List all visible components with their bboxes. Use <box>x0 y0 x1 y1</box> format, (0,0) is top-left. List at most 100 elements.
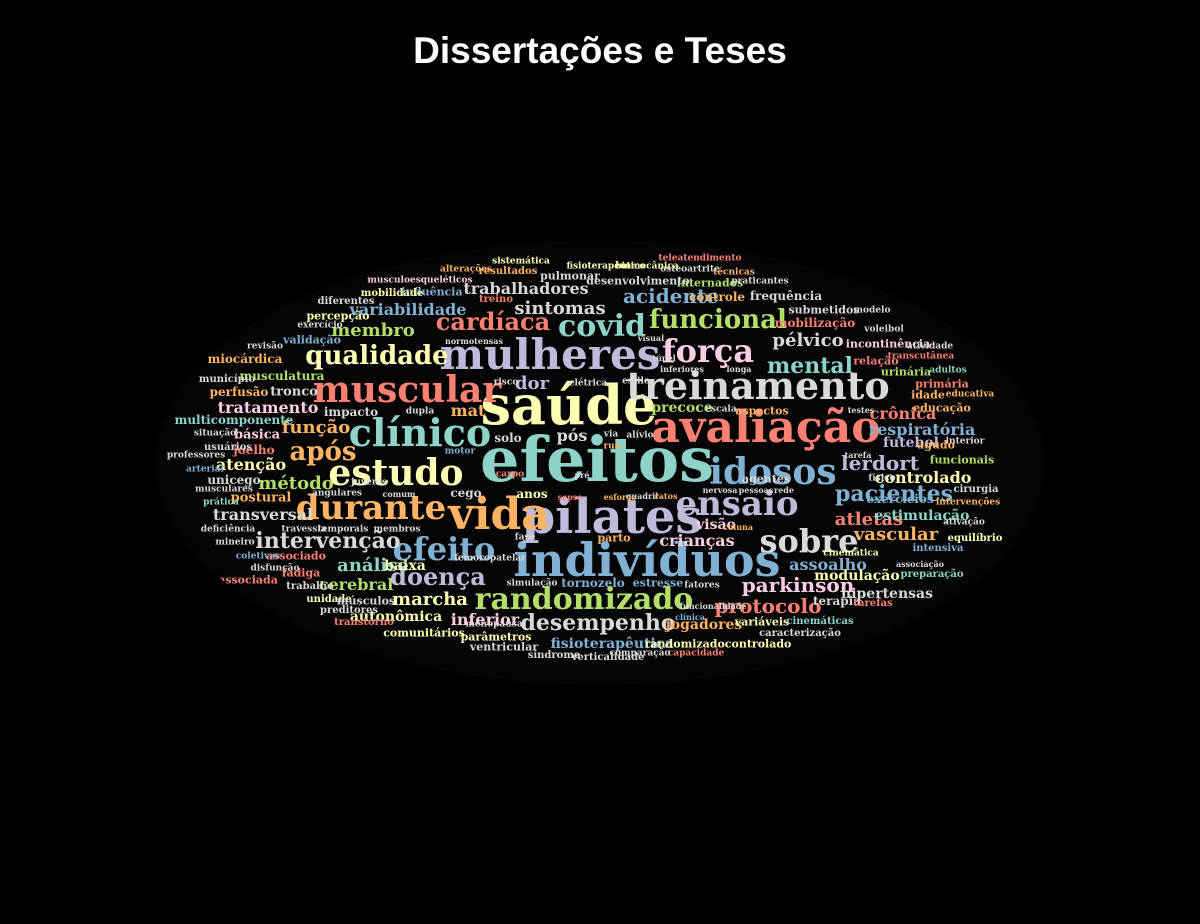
word-cloud-word: membro <box>331 320 415 341</box>
word-cloud-word: esforço <box>603 492 637 502</box>
word-cloud-word: comum <box>382 489 416 499</box>
page-title: Dissertações e Teses <box>413 30 787 71</box>
word-cloud-word: osteoartrite <box>660 264 720 275</box>
word-cloud-word: escala <box>705 404 737 415</box>
word-cloud-word: femoropatelar <box>454 553 526 564</box>
word-cloud-word: cardíaca <box>435 307 551 336</box>
word-cloud-word: pessoas <box>738 485 774 495</box>
word-cloud-word: ventricular <box>469 640 539 654</box>
word-cloud-word: preparação <box>900 569 964 580</box>
word-cloud-word: carpo <box>495 469 525 480</box>
word-cloud-word: interior <box>945 436 985 447</box>
word-cloud-word: treinamento <box>626 363 890 408</box>
word-cloud-word: básica <box>233 427 281 443</box>
word-cloud-word: parto <box>597 531 631 545</box>
word-cloud-word: pélvico <box>772 330 844 351</box>
word-cloud-word: joelho <box>233 443 275 457</box>
word-cloud-word: incontinência <box>845 337 931 351</box>
word-cloud-word: anos <box>516 487 548 501</box>
word-cloud-word: terapia <box>813 594 861 608</box>
word-cloud-word: indivíduos <box>513 533 781 587</box>
word-cloud-word: controle <box>688 290 746 304</box>
word-cloud-word: coluna <box>722 522 754 532</box>
word-cloud-word: inferiores <box>660 364 704 374</box>
word-cloud-word: validação <box>283 333 341 347</box>
word-cloud-word: quadril <box>625 491 659 501</box>
word-cloud-word: submetidos <box>788 303 860 317</box>
word-cloud-word: funcional <box>649 305 787 335</box>
word-cloud-word: trabalho <box>286 581 334 592</box>
word-cloud-word: baixa <box>384 558 426 574</box>
word-cloud-word: internados <box>676 276 744 290</box>
word-cloud-word: método <box>258 473 334 494</box>
word-cloud-word: cinemática <box>823 548 879 559</box>
word-cloud-word: mineiro <box>215 537 255 548</box>
word-cloud-word: temporais <box>317 524 369 535</box>
word-cloud-word: comparação <box>609 648 671 659</box>
word-cloud-word: tarefa <box>844 450 872 460</box>
word-cloud-word: mobilização <box>774 316 856 330</box>
word-cloud-word: protocolo <box>714 594 822 618</box>
word-cloud-word: vida <box>448 489 550 540</box>
word-cloud-word: tornozelo <box>561 576 625 590</box>
word-cloud-word: visual <box>637 333 665 343</box>
word-cloud-word: músculos <box>336 594 396 608</box>
word-cloud-word: longa <box>726 364 752 374</box>
word-cloud-word: associado <box>266 549 326 563</box>
word-cloud-word: intensiva <box>912 543 964 554</box>
word-cloud-word: primária <box>915 377 969 391</box>
word-cloud-word: praticantes <box>731 276 789 287</box>
word-cloud-word: físico <box>868 473 896 484</box>
word-cloud-word: menopausa <box>465 619 523 630</box>
word-cloud: efeitos saúde indivíduos pilates avaliação mu… <box>155 240 1045 685</box>
word-cloud-word: efeito <box>392 530 496 568</box>
word-cloud-word: musculoesqueléticos <box>367 275 473 286</box>
word-cloud-word: rede <box>774 485 794 495</box>
word-cloud-word: sobre <box>759 522 859 560</box>
word-cloud-word: tarefas <box>853 598 893 609</box>
word-cloud-word: transtorno <box>334 617 394 628</box>
word-cloud-word: controlado <box>874 468 972 487</box>
word-cloud-word: respiratória <box>868 420 976 439</box>
word-cloud-word: mental <box>766 353 854 379</box>
word-cloud-word: voleibol <box>864 324 904 335</box>
word-cloud-word: dor <box>514 373 550 394</box>
word-cloud-word: qualidade <box>305 341 449 371</box>
word-cloud-word: angulares <box>312 488 362 499</box>
word-cloud-word: após <box>289 437 357 467</box>
word-cloud-word: postural <box>230 490 292 506</box>
word-cloud-word: prática <box>203 497 239 508</box>
word-cloud-word: comunitários <box>383 626 465 640</box>
word-cloud-word: deficiência <box>200 524 256 535</box>
word-cloud-word: verticalidade <box>571 652 645 663</box>
word-cloud-word: desenvolvimento <box>586 274 690 288</box>
word-cloud-word: modelo <box>853 305 891 316</box>
word-cloud-word: mobilidade <box>360 288 424 299</box>
word-cloud-word: urinária <box>880 365 932 379</box>
word-cloud-word: unicego <box>207 473 261 487</box>
word-cloud-word: crônica <box>869 404 937 423</box>
word-cloud-word: simulação <box>506 578 558 589</box>
word-cloud-word: fisioterapêutica <box>550 636 674 652</box>
word-cloud-word: randomizado <box>474 582 694 617</box>
word-cloud-word: durante <box>295 488 447 528</box>
word-cloud-word: via <box>603 429 619 440</box>
word-cloud-word: tratamento <box>217 398 319 417</box>
word-cloud-word: pós <box>556 426 588 445</box>
word-cloud-word: agentes <box>741 472 791 486</box>
word-cloud-word: biomecânica <box>615 261 679 272</box>
word-cloud-word: frequência <box>749 289 823 303</box>
word-cloud-word: força <box>661 332 755 370</box>
word-cloud-word: funcionalidade <box>679 601 747 611</box>
word-cloud-word: ativação <box>943 517 985 528</box>
word-cloud-word: funcionais <box>929 453 995 467</box>
word-cloud-word: autonômica <box>349 609 443 625</box>
word-cloud-word: cego <box>450 486 482 500</box>
word-cloud-word: modulação <box>814 568 900 584</box>
word-cloud-word: tronco <box>270 384 318 400</box>
word-cloud-word: percepção <box>306 309 370 323</box>
word-cloud-word: musculatura <box>239 369 325 383</box>
word-cloud-word: resultados <box>478 266 538 277</box>
word-cloud-word: lerdort <box>841 451 919 475</box>
word-cloud-word: pulmonar <box>540 269 600 283</box>
